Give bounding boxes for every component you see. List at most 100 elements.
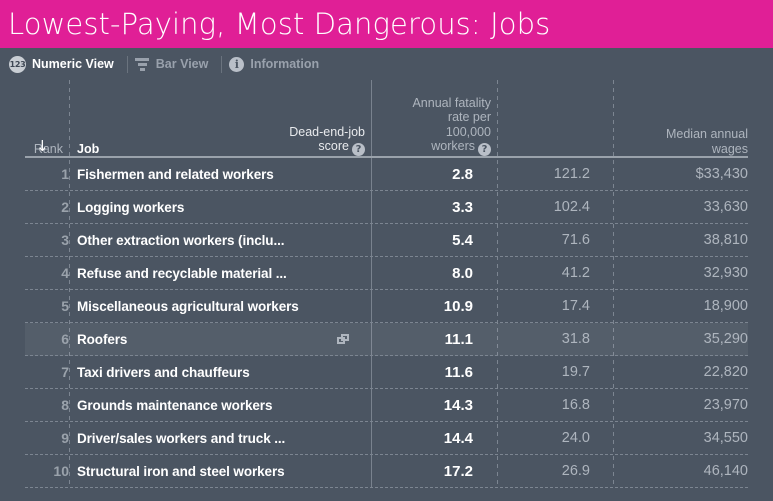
- column-header-rank[interactable]: Rank: [33, 141, 63, 156]
- cell-rank: 9: [61, 430, 69, 446]
- column-header-median-annual-wages[interactable]: Median annual wages: [623, 127, 748, 156]
- cell-fatality: 19.7: [561, 364, 590, 380]
- cell-fatality: 24.0: [561, 430, 590, 446]
- column-header-wages-line1: Median annual: [665, 127, 748, 141]
- cell-rank: 10: [53, 463, 69, 479]
- column-header-fatality-line4: workers?: [381, 139, 491, 156]
- cell-fatality: 71.6: [561, 232, 590, 248]
- cell-rank: 2: [61, 199, 69, 215]
- table-row[interactable]: 1 Fishermen and related workers 2.8 121.2 $3…: [25, 158, 748, 191]
- cell-score: 14.3: [443, 397, 473, 414]
- column-header-score-line2: score?: [221, 139, 365, 156]
- data-table-container: Rank Job ↓ Dead-end-job score? Annual fa…: [0, 80, 773, 488]
- table-row[interactable]: 7 Taxi drivers and chauffeurs 11.6 19.7 22,8…: [25, 356, 748, 389]
- cell-rank: 3: [61, 232, 69, 248]
- column-header-job[interactable]: Job: [77, 141, 100, 156]
- header-rule: [25, 156, 748, 158]
- cell-rank: 8: [61, 397, 69, 413]
- cell-score: 3.3: [452, 199, 473, 216]
- table-row[interactable]: 2 Logging workers 3.3 102.4 33,630: [25, 191, 748, 224]
- numeric-123-icon: 123: [9, 55, 26, 73]
- table-row[interactable]: 8 Grounds maintenance workers 14.3 16.8 23,9…: [25, 389, 748, 422]
- cell-wages: $33,430: [695, 166, 748, 182]
- cell-wages: 32,930: [703, 265, 748, 281]
- cell-wages: 23,970: [703, 397, 748, 413]
- cell-job: Driver/sales workers and truck ...: [77, 431, 286, 446]
- toolbar-divider: [221, 55, 223, 73]
- cell-fatality: 121.2: [553, 166, 590, 182]
- cell-rank: 7: [61, 364, 69, 380]
- cell-wages: 22,820: [703, 364, 748, 380]
- cell-job: Fishermen and related workers: [77, 167, 274, 182]
- table-row[interactable]: 9 Driver/sales workers and truck ... 14.4 2…: [25, 422, 748, 455]
- tab-information-label: Information: [250, 57, 320, 71]
- help-icon-score[interactable]: ?: [352, 143, 365, 156]
- cell-fatality: 26.9: [561, 463, 590, 479]
- tab-numeric-view[interactable]: 123 Numeric View: [6, 48, 123, 80]
- cell-wages: 34,550: [703, 430, 748, 446]
- column-divider-job-score: [371, 80, 372, 488]
- cell-fatality: 102.4: [553, 199, 590, 215]
- cell-score: 5.4: [452, 232, 473, 249]
- cell-job: Structural iron and steel workers: [77, 464, 285, 479]
- cell-wages: 18,900: [703, 298, 748, 314]
- sort-direction-arrow[interactable]: ↓: [36, 137, 49, 155]
- help-icon-fatality[interactable]: ?: [478, 143, 491, 156]
- cell-score: 10.9: [443, 298, 473, 315]
- cell-rank: 1: [61, 166, 69, 182]
- table-body: 1 Fishermen and related workers 2.8 121.2 $3…: [25, 158, 748, 488]
- table-row[interactable]: 4 Refuse and recyclable material ... 8.0 41…: [25, 257, 748, 290]
- column-header-annual-fatality-rate[interactable]: Annual fatality rate per 100,000 workers…: [381, 95, 491, 156]
- cell-fatality: 17.4: [561, 298, 590, 314]
- cell-wages: 38,810: [703, 232, 748, 248]
- cell-wages: 35,290: [703, 331, 748, 347]
- tab-bar-view-label: Bar View: [155, 57, 209, 71]
- cell-score: 2.8: [452, 166, 473, 183]
- app-title-bar: Lowest-Paying, Most Dangerous: Jobs: [0, 0, 773, 48]
- cell-fatality: 41.2: [561, 265, 590, 281]
- bar-chart-icon: [135, 57, 150, 71]
- toolbar-divider: [126, 55, 128, 73]
- column-header-score-line1: Dead-end-job: [289, 124, 365, 139]
- cell-job: Roofers: [77, 332, 128, 347]
- column-divider-rank-job: [69, 80, 70, 488]
- cell-rank: 6: [61, 331, 69, 347]
- table-row[interactable]: 5 Miscellaneous agricultural workers 10.9 1…: [25, 290, 748, 323]
- cell-wages: 33,630: [703, 199, 748, 215]
- cell-job: Taxi drivers and chauffeurs: [77, 365, 250, 380]
- tab-information[interactable]: i Information: [226, 48, 328, 80]
- cell-rank: 5: [61, 298, 69, 314]
- page-title: Lowest-Paying, Most Dangerous: Jobs: [8, 7, 551, 41]
- cell-score: 17.2: [443, 463, 473, 480]
- column-header-dead-end-job-score[interactable]: Dead-end-job score?: [221, 124, 365, 156]
- column-header-fatality-line1: Annual fatality: [412, 95, 491, 110]
- table-row[interactable]: 6 Roofers 11.1 31.8 35,290: [25, 323, 748, 356]
- column-header-wages-line2: wages: [711, 141, 748, 156]
- column-divider-score-fatality: [497, 80, 498, 488]
- view-toolbar: 123 Numeric View Bar View i Information: [0, 48, 773, 80]
- tab-bar-view[interactable]: Bar View: [132, 48, 218, 80]
- cell-score: 11.1: [444, 331, 473, 348]
- cell-job: Other extraction workers (inclu...: [77, 233, 285, 248]
- cell-job: Logging workers: [77, 200, 185, 215]
- cell-score: 14.4: [443, 430, 473, 447]
- cell-wages: 46,140: [703, 463, 748, 479]
- cell-score: 8.0: [452, 265, 473, 282]
- table-header-row: Rank Job ↓ Dead-end-job score? Annual fa…: [25, 80, 748, 158]
- column-header-fatality-line3: 100,000: [445, 124, 491, 139]
- table-row[interactable]: 3 Other extraction workers (inclu... 5.4 71…: [25, 224, 748, 257]
- data-table: Rank Job ↓ Dead-end-job score? Annual fa…: [25, 80, 748, 488]
- cell-rank: 4: [61, 265, 69, 281]
- tab-numeric-view-label: Numeric View: [32, 57, 114, 71]
- column-header-fatality-line2: rate per: [447, 110, 491, 124]
- column-divider-fatality-wages: [613, 80, 614, 488]
- table-row[interactable]: 10 Structural iron and steel workers 17.2 2…: [25, 455, 748, 488]
- cell-job: Miscellaneous agricultural workers: [77, 299, 299, 314]
- cell-score: 11.6: [444, 364, 473, 381]
- cell-fatality: 16.8: [561, 397, 590, 413]
- open-in-window-icon[interactable]: [337, 334, 349, 345]
- cell-job: Grounds maintenance workers: [77, 398, 273, 413]
- cell-fatality: 31.8: [561, 331, 590, 347]
- cell-job: Refuse and recyclable material ...: [77, 266, 287, 281]
- info-circle-icon: i: [229, 56, 245, 72]
